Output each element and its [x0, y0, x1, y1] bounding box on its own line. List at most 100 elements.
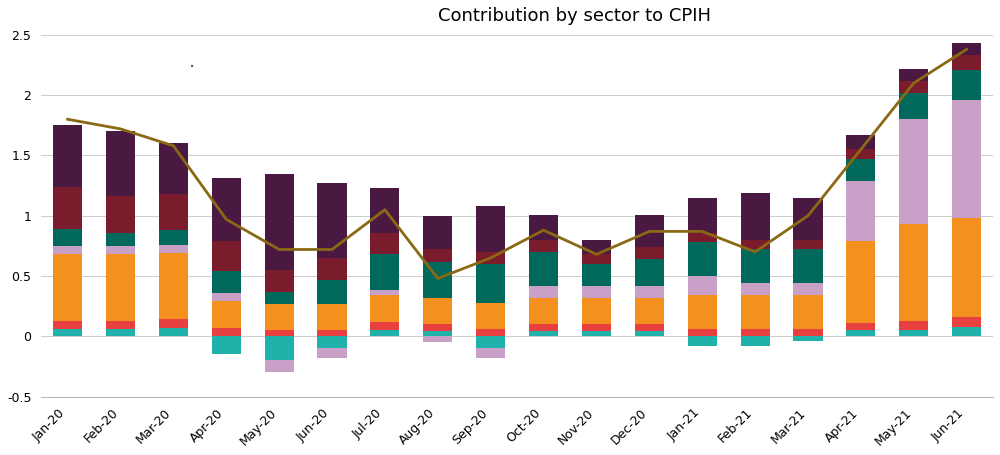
Bar — [53, 229, 82, 246]
Bar — [423, 324, 452, 332]
Bar — [741, 240, 770, 249]
Bar — [688, 295, 717, 329]
Bar — [899, 81, 928, 93]
Bar — [476, 264, 505, 303]
Bar — [476, 349, 505, 358]
Bar — [793, 197, 823, 240]
Bar — [952, 43, 981, 56]
Bar — [635, 324, 664, 332]
Bar — [529, 332, 558, 336]
Bar — [846, 135, 875, 149]
Bar — [635, 332, 664, 336]
Bar — [317, 349, 347, 358]
Bar — [688, 242, 717, 276]
Bar — [846, 241, 875, 323]
Bar — [212, 301, 241, 328]
Bar — [159, 319, 188, 328]
Bar — [793, 336, 823, 341]
Bar — [741, 283, 770, 295]
Bar — [899, 330, 928, 336]
Bar — [370, 290, 399, 295]
Bar — [635, 286, 664, 298]
Bar — [476, 329, 505, 336]
Bar — [793, 240, 823, 249]
Bar — [106, 197, 135, 233]
Bar — [423, 262, 452, 298]
Bar — [741, 329, 770, 336]
Bar — [793, 283, 823, 295]
Bar — [899, 321, 928, 330]
Bar — [265, 304, 294, 330]
Bar — [952, 56, 981, 70]
Bar — [529, 252, 558, 286]
Bar — [688, 197, 717, 233]
Bar — [53, 125, 82, 187]
Bar — [741, 336, 770, 346]
Bar — [53, 246, 82, 254]
Bar — [106, 233, 135, 246]
Bar — [846, 159, 875, 181]
Bar — [899, 224, 928, 321]
Bar — [212, 241, 241, 271]
Bar — [370, 330, 399, 336]
Bar — [635, 214, 664, 247]
Bar — [529, 214, 558, 240]
Bar — [317, 183, 347, 258]
Bar — [370, 188, 399, 233]
Bar — [53, 321, 82, 329]
Bar — [212, 336, 241, 354]
Bar — [899, 69, 928, 81]
Bar — [899, 119, 928, 224]
Bar — [370, 322, 399, 330]
Bar — [106, 131, 135, 197]
Bar — [793, 249, 823, 283]
Bar — [582, 240, 611, 254]
Bar — [317, 258, 347, 280]
Bar — [370, 254, 399, 290]
Bar — [476, 303, 505, 329]
Bar — [212, 293, 241, 301]
Bar — [476, 336, 505, 349]
Bar — [529, 324, 558, 332]
Bar — [582, 298, 611, 324]
Bar — [899, 93, 928, 119]
Bar — [317, 304, 347, 330]
Bar — [212, 271, 241, 293]
Bar — [582, 254, 611, 264]
Bar — [741, 249, 770, 283]
Bar — [952, 317, 981, 327]
Bar — [741, 193, 770, 240]
Bar — [159, 245, 188, 253]
Bar — [423, 216, 452, 249]
Bar — [159, 143, 188, 194]
Bar — [952, 327, 981, 336]
Bar — [952, 218, 981, 317]
Bar — [53, 329, 82, 336]
Bar — [476, 252, 505, 264]
Bar — [106, 246, 135, 254]
Bar — [688, 276, 717, 295]
Bar — [529, 286, 558, 298]
Bar — [106, 321, 135, 329]
Bar — [688, 336, 717, 346]
Bar — [106, 254, 135, 321]
Bar — [212, 178, 241, 241]
Bar — [846, 330, 875, 336]
Bar — [846, 149, 875, 159]
Bar — [265, 360, 294, 373]
Bar — [582, 324, 611, 332]
Bar — [688, 329, 717, 336]
Bar — [317, 336, 347, 349]
Bar — [793, 329, 823, 336]
Bar — [159, 253, 188, 319]
Bar — [265, 330, 294, 336]
Bar — [582, 264, 611, 286]
Bar — [793, 295, 823, 329]
Bar — [423, 332, 452, 336]
Bar — [265, 336, 294, 360]
Bar — [529, 240, 558, 252]
Bar — [423, 249, 452, 262]
Bar — [53, 187, 82, 229]
Bar — [212, 328, 241, 336]
Bar — [159, 230, 188, 245]
